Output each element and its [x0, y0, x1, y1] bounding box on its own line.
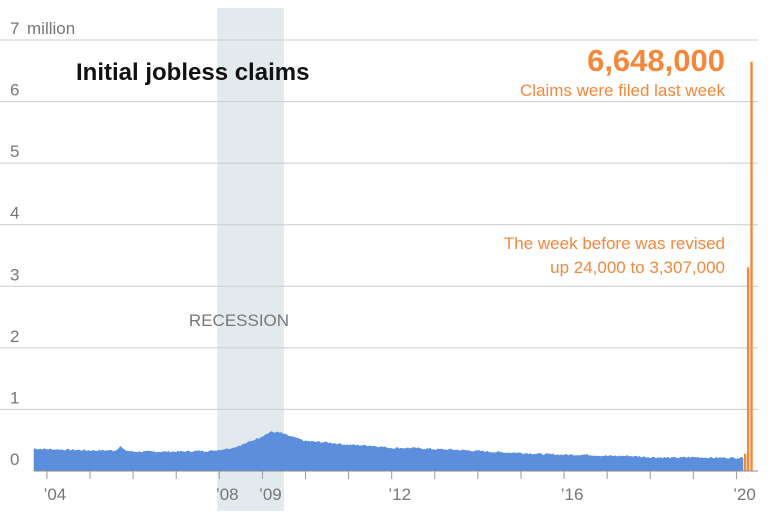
highlight-bar-3 — [750, 61, 753, 471]
y-tick-label-4: 4 — [10, 204, 19, 223]
x-tick-label-2016: ’16 — [561, 485, 584, 504]
headline-value: 6,648,000 — [587, 43, 725, 78]
recession-band — [217, 8, 284, 511]
y-tick-label-7: 7 — [10, 19, 19, 38]
highlight-bar-2 — [746, 267, 750, 471]
x-tick-label-2012: ’12 — [388, 485, 411, 504]
revision-note-line-2: up 24,000 to 3,307,000 — [550, 258, 725, 277]
chart-title: Initial jobless claims — [76, 59, 309, 86]
y-unit-label: million — [27, 19, 75, 38]
recession-label: RECESSION — [189, 311, 289, 330]
y-tick-label-3: 3 — [10, 265, 19, 284]
highlight-bar-1 — [743, 453, 747, 471]
y-tick-label-2: 2 — [10, 327, 19, 346]
y-tick-label-0: 0 — [10, 450, 19, 469]
x-tick-label-2020: ’20 — [733, 485, 756, 504]
claims-area — [33, 431, 744, 472]
y-tick-label-1: 1 — [10, 388, 19, 407]
x-tick-label-2009: ’09 — [259, 485, 282, 504]
headline-caption: Claims were filed last week — [520, 81, 726, 100]
revision-note-line-1: The week before was revised — [504, 234, 725, 253]
x-tick-label-2008: ’08 — [216, 485, 239, 504]
y-tick-label-5: 5 — [10, 142, 19, 161]
x-tick-label-2004: ’04 — [44, 485, 67, 504]
y-tick-label-6: 6 — [10, 81, 19, 100]
